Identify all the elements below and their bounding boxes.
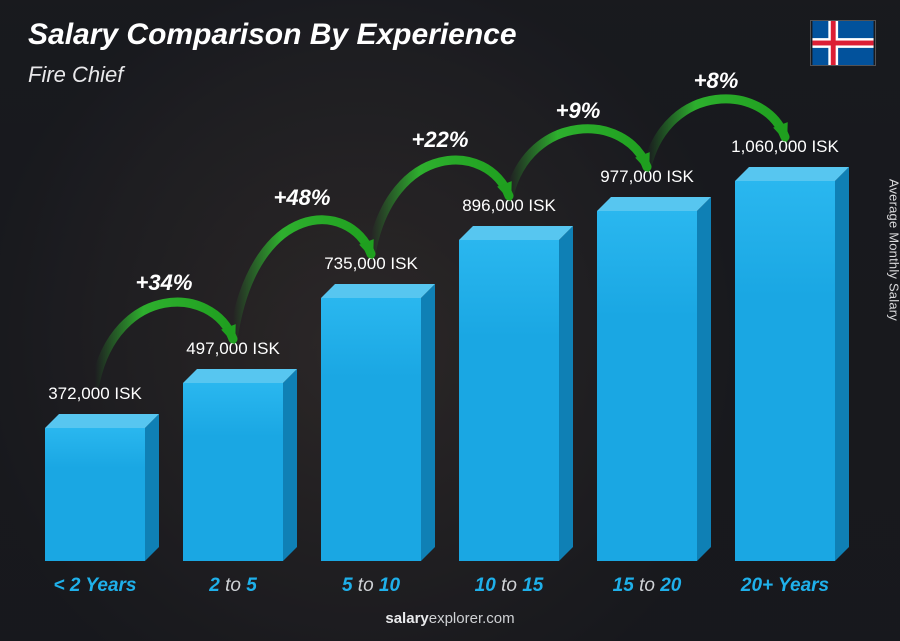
flag-icon: [810, 20, 876, 66]
chart-canvas: Salary Comparison By Experience Fire Chi…: [0, 0, 900, 641]
bar-slot: 497,000 ISK2 to 5: [183, 110, 283, 561]
bar-side: [835, 167, 849, 561]
bar-side: [145, 414, 159, 561]
x-axis-label: 2 to 5: [153, 575, 313, 597]
bar-top: [597, 197, 711, 211]
x-axis-label: < 2 Years: [15, 575, 175, 597]
bar-front: [183, 383, 283, 561]
bar-side: [421, 284, 435, 561]
bar-side: [283, 369, 297, 561]
bar: [459, 240, 559, 561]
chart-subtitle: Fire Chief: [28, 62, 123, 88]
bar: [597, 211, 697, 561]
bar-top: [459, 226, 573, 240]
y-axis-label: Average Monthly Salary: [887, 178, 900, 320]
bar-value-label: 1,060,000 ISK: [705, 137, 865, 157]
bar-front: [597, 211, 697, 561]
bars-container: 372,000 ISK< 2 Years 497,000 ISK2 to 5 735…: [30, 110, 850, 561]
bar-value-label: 497,000 ISK: [153, 339, 313, 359]
bar-slot: 1,060,000 ISK20+ Years: [735, 110, 835, 561]
bar-top: [45, 414, 159, 428]
footer-brand: salary: [385, 610, 428, 627]
bar-front: [321, 298, 421, 561]
bar-front: [735, 181, 835, 561]
bar-top: [321, 284, 435, 298]
x-axis-label: 10 to 15: [429, 575, 589, 597]
bar-value-label: 896,000 ISK: [429, 196, 589, 216]
bar-top: [735, 167, 849, 181]
bar-side: [559, 226, 573, 561]
bar-slot: 735,000 ISK5 to 10: [321, 110, 421, 561]
bar-slot: 372,000 ISK< 2 Years: [45, 110, 145, 561]
bar-value-label: 977,000 ISK: [567, 167, 727, 187]
bar-value-label: 372,000 ISK: [15, 384, 175, 404]
bar: [183, 383, 283, 561]
bar: [735, 181, 835, 561]
chart-area: 372,000 ISK< 2 Years 497,000 ISK2 to 5 735…: [30, 110, 850, 561]
bar-top: [183, 369, 297, 383]
x-axis-label: 5 to 10: [291, 575, 451, 597]
chart-title: Salary Comparison By Experience: [28, 18, 517, 52]
footer-attribution: salaryexplorer.com: [0, 610, 900, 627]
bar-value-label: 735,000 ISK: [291, 254, 451, 274]
x-axis-label: 20+ Years: [705, 575, 865, 597]
footer-suffix: explorer.com: [429, 610, 515, 627]
bar-side: [697, 197, 711, 561]
bar-front: [45, 428, 145, 561]
bar-front: [459, 240, 559, 561]
bar: [321, 298, 421, 561]
bar-slot: 896,000 ISK10 to 15: [459, 110, 559, 561]
x-axis-label: 15 to 20: [567, 575, 727, 597]
bar: [45, 428, 145, 561]
bar-slot: 977,000 ISK15 to 20: [597, 110, 697, 561]
